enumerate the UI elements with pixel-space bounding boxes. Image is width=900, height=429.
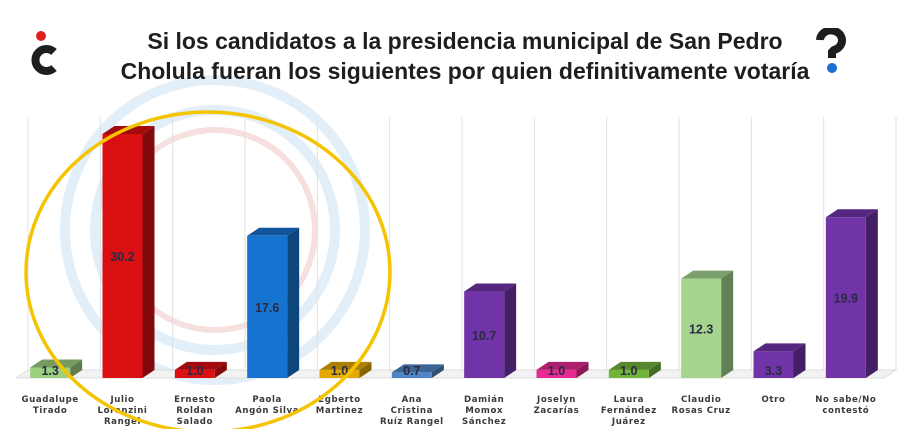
bar-side bbox=[793, 343, 806, 378]
bar-front bbox=[681, 278, 722, 378]
bar-front bbox=[608, 369, 649, 378]
bar bbox=[536, 361, 589, 378]
category-label-line: Lorenzini bbox=[98, 406, 148, 416]
category-label: Paola Angón Silva bbox=[235, 395, 299, 416]
category-label-line: Julio bbox=[109, 395, 134, 405]
category-label-line: Rosas Cruz bbox=[672, 406, 731, 416]
bar bbox=[825, 209, 878, 378]
category-label: Ana Cristina Ruíz Rangel bbox=[380, 395, 444, 427]
category-label: Guadalupe Tirado bbox=[21, 395, 78, 416]
category-label-line: Rangel bbox=[104, 417, 141, 427]
category-label: Ernesto Roldan Salado bbox=[174, 395, 215, 427]
bar bbox=[608, 361, 661, 378]
category-label: Claudio Rosas Cruz bbox=[672, 395, 731, 416]
value-label: 30.2 bbox=[110, 250, 134, 264]
value-label: 1.0 bbox=[331, 364, 348, 378]
value-label: 12.3 bbox=[689, 322, 713, 336]
bar-top bbox=[608, 361, 661, 370]
category-label-line: Joselyn bbox=[536, 395, 576, 405]
chart-title-line-1: Si los candidatos a la presidencia munic… bbox=[147, 28, 783, 54]
bar-side bbox=[287, 227, 300, 378]
value-label: 1.0 bbox=[186, 364, 203, 378]
bar-front bbox=[391, 372, 432, 378]
category-label-line: Martinez bbox=[316, 406, 363, 416]
bar-side bbox=[721, 270, 734, 378]
bar-top bbox=[825, 209, 878, 218]
category-label-line: Juárez bbox=[611, 417, 646, 427]
bar-front bbox=[825, 217, 866, 378]
value-label: 17.6 bbox=[255, 301, 279, 315]
value-label: 0.7 bbox=[403, 364, 420, 378]
category-label-line: Egberto bbox=[318, 395, 360, 405]
category-label-line: Ruíz Rangel bbox=[380, 417, 444, 427]
bar-top bbox=[536, 361, 589, 370]
chart-title-line-2: Cholula fueran los siguientes por quien … bbox=[120, 58, 810, 84]
chart-title: Si los candidatos a la presidencia munic… bbox=[95, 26, 835, 86]
category-label: No sabe/No contestó bbox=[815, 395, 876, 416]
category-label-line: Momox bbox=[465, 406, 503, 416]
gridlines bbox=[27, 117, 897, 370]
category-label: Damián Momox Sánchez bbox=[462, 395, 506, 427]
bar-top bbox=[681, 270, 734, 279]
bar-front bbox=[753, 351, 794, 378]
category-label: Otro bbox=[762, 395, 786, 405]
category-label: Joselyn Zacarías bbox=[534, 395, 580, 416]
category-label-line: Damián bbox=[464, 395, 504, 405]
category-label-line: Laura bbox=[614, 395, 644, 405]
value-label: 1.3 bbox=[41, 364, 58, 378]
bar-side bbox=[576, 361, 589, 378]
bar-top bbox=[753, 343, 806, 352]
category-label: Egberto Martinez bbox=[316, 395, 363, 416]
bar-side bbox=[142, 126, 155, 378]
bar bbox=[464, 283, 517, 378]
category-label-line: Otro bbox=[762, 395, 786, 405]
bar-side bbox=[431, 364, 444, 378]
category-label-line: contestó bbox=[822, 405, 869, 416]
bar-side bbox=[648, 361, 661, 378]
value-label: 1.0 bbox=[548, 364, 565, 378]
value-label: 1.0 bbox=[620, 364, 637, 378]
bar bbox=[753, 343, 806, 378]
value-label: 3.3 bbox=[765, 364, 782, 378]
bar-front bbox=[536, 369, 577, 378]
bar-top bbox=[464, 283, 517, 292]
value-label: 10.7 bbox=[472, 329, 496, 343]
question-mark-logo-icon bbox=[812, 26, 852, 74]
category-label-line: Paola bbox=[252, 395, 282, 405]
category-label-line: Angón Silva bbox=[235, 405, 299, 416]
bar-side bbox=[504, 283, 517, 378]
category-label-line: Cristina bbox=[391, 406, 433, 416]
category-label-line: Fernández bbox=[601, 406, 657, 416]
bar bbox=[681, 270, 734, 378]
category-label: Julio Lorenzini Rangel bbox=[98, 395, 148, 427]
category-label-line: No sabe/No bbox=[815, 395, 876, 405]
category-label-line: Zacarías bbox=[534, 406, 580, 416]
bar bbox=[391, 364, 444, 378]
category-label-line: Ernesto bbox=[174, 395, 215, 405]
bar-top bbox=[391, 364, 444, 373]
category-label-line: Salado bbox=[177, 417, 213, 427]
category-label-line: Claudio bbox=[681, 395, 721, 405]
category-label-line: Ana bbox=[402, 395, 422, 405]
category-label: Laura Fernández Juárez bbox=[601, 395, 657, 427]
value-label: 19.9 bbox=[834, 292, 858, 306]
category-label-line: Roldan bbox=[176, 406, 213, 416]
inverted-question-mark-logo-icon bbox=[26, 30, 66, 76]
category-label-line: Guadalupe bbox=[21, 395, 78, 405]
bar-front bbox=[464, 291, 505, 378]
category-label-line: Sánchez bbox=[462, 417, 506, 427]
bar-side bbox=[865, 209, 878, 378]
category-label-line: Tirado bbox=[33, 406, 68, 416]
